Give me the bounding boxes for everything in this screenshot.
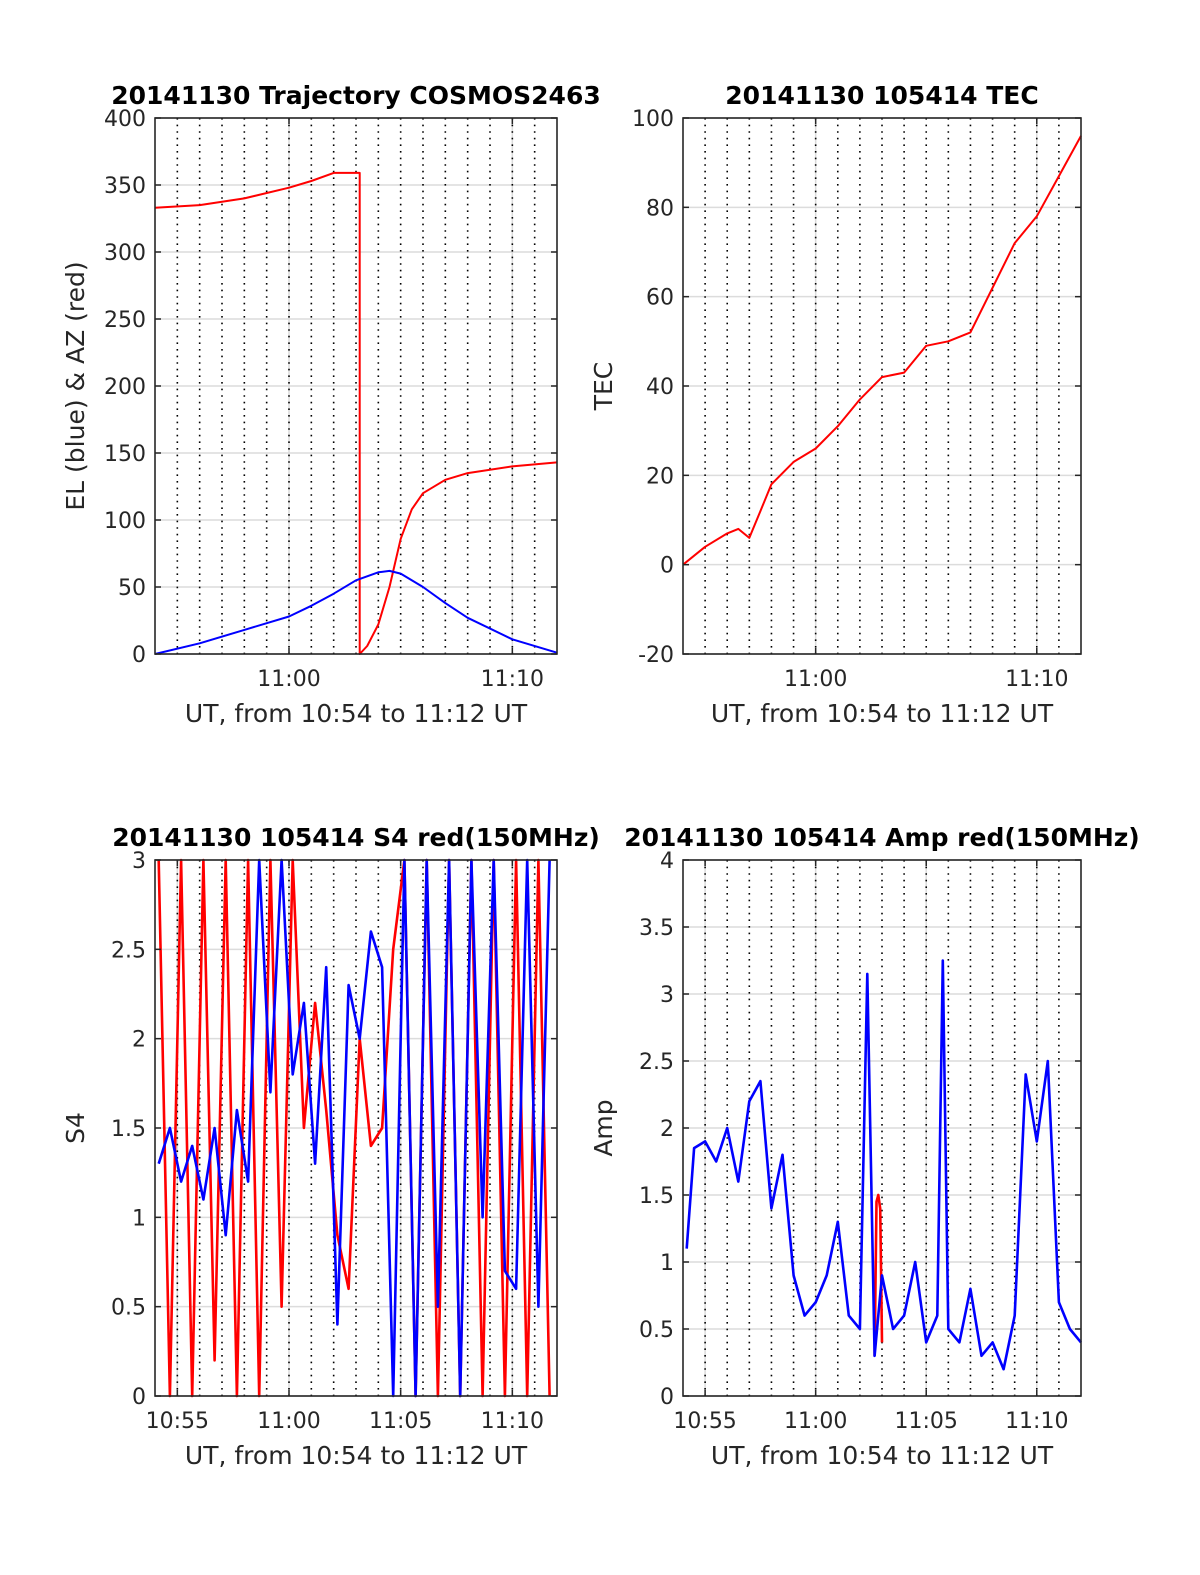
amp-ytick-label: 1.5: [639, 1184, 674, 1209]
s4-xtick-label: 10:55: [146, 1409, 209, 1434]
trajectory-ytick-label: 250: [104, 308, 146, 333]
s4-series-blue: [157, 858, 551, 1398]
tec-series-red: [682, 135, 1082, 566]
trajectory-title: 20141130 Trajectory COSMOS2463: [111, 81, 601, 110]
s4-xlabel: UT, from 10:54 to 11:12 UT: [185, 1441, 528, 1470]
tec-ytick-label: 0: [660, 554, 674, 579]
tec-ytick-label: 100: [632, 107, 674, 132]
s4-ytick-label: 0: [132, 1385, 146, 1410]
trajectory-xtick-label: 11:00: [257, 667, 320, 692]
amp-ytick-label: 3.5: [639, 916, 674, 941]
tec-ytick-label: 40: [646, 375, 674, 400]
trajectory-xlabel: UT, from 10:54 to 11:12 UT: [185, 699, 528, 728]
tec-panel: -20 0 20 40 60 80 100 11:00 11:10 20141130 105414…: [589, 81, 1082, 728]
s4-ylabel: S4: [61, 1112, 90, 1144]
trajectory-ytick-label: 200: [104, 375, 146, 400]
amp-ytick-label: 0.5: [639, 1318, 674, 1343]
s4-ytick-label: 3: [132, 849, 146, 874]
amp-xtick-label: 10:55: [673, 1409, 736, 1434]
trajectory-panel: 0 50 100 150 200 250 300 350 400 11:00 11:10 201411…: [61, 81, 601, 728]
s4-panel: 0 0.5 1 1.5 2 2.5 3 10:55 11:00 11:05 11:10 2014113…: [61, 823, 600, 1470]
tec-ytick-label: 60: [646, 286, 674, 311]
amp-xtick-label: 11:00: [784, 1409, 847, 1434]
trajectory-ytick-label: 400: [104, 107, 146, 132]
trajectory-ytick-label: 50: [118, 576, 146, 601]
trajectory-ytick-label: 300: [104, 241, 146, 266]
tec-xtick-label: 11:00: [784, 667, 847, 692]
amp-ytick-label: 2: [660, 1117, 674, 1142]
tec-xtick-label: 11:10: [1005, 667, 1068, 692]
s4-ytick-label: 2.5: [111, 938, 146, 963]
trajectory-ytick-label: 0: [132, 643, 146, 668]
amp-ylabel: Amp: [589, 1099, 618, 1156]
s4-title: 20141130 105414 S4 red(150MHz): [112, 823, 600, 852]
amp-series-red: [873, 1193, 884, 1356]
s4-series-red: [157, 858, 551, 1398]
s4-ytick-label: 1.5: [111, 1117, 146, 1142]
amp-panel: 0 0.5 1 1.5 2 2.5 3 3.5 4 10:55 11:00 11:05 11:10 201…: [589, 823, 1140, 1470]
trajectory-ylabel: EL (blue) & AZ (red): [61, 261, 90, 510]
amp-xtick-label: 11:05: [895, 1409, 958, 1434]
s4-ytick-label: 0.5: [111, 1296, 146, 1321]
tec-ytick-label: 80: [646, 196, 674, 221]
amp-series-blue: [685, 959, 1083, 1371]
s4-xtick-label: 11:00: [257, 1409, 320, 1434]
tec-ytick-label: 20: [646, 464, 674, 489]
s4-ytick-label: 1: [132, 1206, 146, 1231]
amp-ytick-label: 4: [660, 849, 674, 874]
tec-title: 20141130 105414 TEC: [725, 81, 1038, 110]
amp-ytick-label: 1: [660, 1251, 674, 1276]
trajectory-ytick-label: 100: [104, 509, 146, 534]
amp-ytick-label: 2.5: [639, 1050, 674, 1075]
amp-xlabel: UT, from 10:54 to 11:12 UT: [711, 1441, 1054, 1470]
amp-xtick-label: 11:10: [1005, 1409, 1068, 1434]
s4-xtick-label: 11:05: [369, 1409, 432, 1434]
trajectory-ytick-label: 150: [104, 442, 146, 467]
s4-ytick-label: 2: [132, 1028, 146, 1053]
trajectory-xtick-label: 11:10: [481, 667, 544, 692]
trajectory-series-blue: [154, 569, 558, 655]
amp-ytick-label: 0: [660, 1385, 674, 1410]
tec-xlabel: UT, from 10:54 to 11:12 UT: [711, 699, 1054, 728]
trajectory-series-red: [154, 171, 558, 655]
amp-ytick-label: 3: [660, 983, 674, 1008]
amp-title: 20141130 105414 Amp red(150MHz): [624, 823, 1140, 852]
s4-xtick-label: 11:10: [481, 1409, 544, 1434]
tec-ylabel: TEC: [589, 362, 618, 412]
tec-ytick-label: -20: [638, 643, 674, 668]
trajectory-ytick-label: 350: [104, 174, 146, 199]
